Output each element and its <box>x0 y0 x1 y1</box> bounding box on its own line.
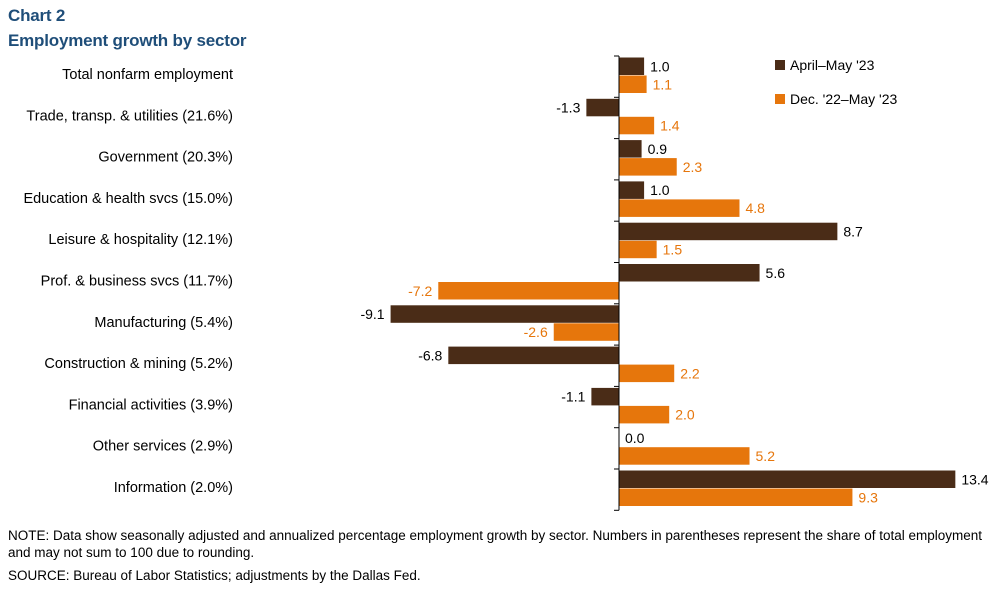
data-label: 13.4 <box>961 471 988 487</box>
category-label: Total nonfarm employment <box>62 67 233 83</box>
data-label: -6.8 <box>418 347 442 363</box>
data-label: 5.6 <box>766 265 786 281</box>
category-label: Prof. & business svcs (11.7%) <box>41 274 233 290</box>
bar-series-1 <box>619 140 642 158</box>
bar-series-1 <box>619 181 645 199</box>
data-label: 0.9 <box>648 141 668 157</box>
legend-swatch <box>775 94 785 104</box>
data-label: 2.2 <box>680 365 700 381</box>
bar-series-1 <box>619 264 760 282</box>
data-label: -1.1 <box>561 389 585 405</box>
bar-series-2 <box>553 323 619 341</box>
category-label: Manufacturing (5.4%) <box>94 315 233 331</box>
data-label: -2.6 <box>524 324 548 340</box>
bar-series-2 <box>619 447 750 465</box>
category-label: Education & health svcs (15.0%) <box>23 191 233 207</box>
bar-series-1 <box>619 57 645 75</box>
bar-chart: Total nonfarm employment 1.0 1.1 Trade, tra… <box>23 55 989 511</box>
bars-layer: Total nonfarm employment 1.0 1.1 Trade, tra… <box>23 57 989 506</box>
data-label: 1.4 <box>660 118 680 134</box>
category-label: Financial activities (3.9%) <box>69 397 233 413</box>
category-label: Information (2.0%) <box>114 480 233 496</box>
category-label: Other services (2.9%) <box>93 439 233 455</box>
bar-series-1 <box>619 470 956 488</box>
category-label: Government (20.3%) <box>98 150 233 166</box>
data-label: 8.7 <box>843 223 863 239</box>
data-label: 1.0 <box>650 58 670 74</box>
data-label: -7.2 <box>408 283 432 299</box>
legend-label: April–May '23 <box>790 57 875 73</box>
data-label: 2.3 <box>683 159 703 175</box>
bar-series-2 <box>619 116 655 135</box>
category-label: Leisure & hospitality (12.1%) <box>48 232 233 248</box>
bar-series-2 <box>619 240 657 259</box>
bar-series-1 <box>390 305 619 323</box>
legend: April–May '23 Dec. '22–May '23 <box>775 57 898 107</box>
bar-series-1 <box>591 387 619 406</box>
bar-series-2 <box>619 199 740 217</box>
bar-series-1 <box>448 346 619 365</box>
chart-kicker: Chart 2 <box>8 6 66 25</box>
bar-series-2 <box>438 282 619 300</box>
bar-series-2 <box>619 364 675 383</box>
category-label: Construction & mining (5.2%) <box>44 356 233 372</box>
data-label: 1.0 <box>650 182 670 198</box>
bar-series-1 <box>619 222 838 241</box>
data-label: 2.0 <box>675 407 695 423</box>
data-label: 4.8 <box>745 200 765 216</box>
data-label: 5.2 <box>756 448 776 464</box>
data-label: -1.3 <box>556 100 580 116</box>
data-label: 9.3 <box>858 489 878 505</box>
bar-series-2 <box>619 75 647 93</box>
note-text: NOTE: Data show seasonally adjusted and … <box>8 528 983 560</box>
data-label: 1.5 <box>663 241 683 257</box>
data-label: 0.0 <box>625 430 645 446</box>
chart-title: Employment growth by sector <box>8 31 247 50</box>
bar-series-2 <box>619 488 853 506</box>
data-label: -9.1 <box>360 306 384 322</box>
bar-series-2 <box>619 158 677 176</box>
data-label: 1.1 <box>653 76 673 92</box>
bar-series-1 <box>586 98 619 117</box>
source-text: SOURCE: Bureau of Labor Statistics; adju… <box>8 568 421 583</box>
legend-label: Dec. '22–May '23 <box>790 91 898 107</box>
category-label: Trade, transp. & utilities (21.6%) <box>26 108 233 124</box>
legend-swatch <box>775 60 785 70</box>
bar-series-2 <box>619 405 670 424</box>
